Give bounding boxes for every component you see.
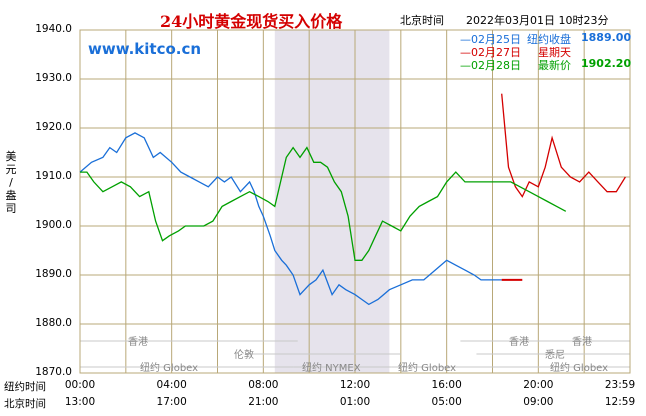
y-unit-char: 盎 [5, 189, 17, 202]
x-tick-label: 12:00 [339, 379, 371, 391]
x-tick-label: 04:00 [156, 379, 187, 391]
x-tick-label: 21:00 [248, 396, 279, 408]
series-line-3 [80, 146, 567, 261]
x-tick-label: 01:00 [339, 396, 371, 408]
x-tick-label: 17:00 [156, 396, 187, 408]
session-shading [274, 30, 390, 373]
y-unit-char: 元 [5, 163, 17, 176]
series-line-1 [79, 132, 502, 306]
y-unit-char: / [9, 176, 13, 189]
y-tick-label: 1930.0 [35, 72, 72, 84]
legend-date-3: —02月28日 [460, 59, 521, 72]
y-axis-unit: 美 元 / 盎 司 [4, 150, 18, 215]
market-label-sydney: 悉尼 [545, 350, 565, 361]
datetime-label: 2022年03月01日 10时23分 [466, 14, 609, 27]
x-tick-label: 12:59 [604, 396, 636, 408]
legend-date-1: —02月25日 [460, 33, 521, 46]
series-line-2 [501, 93, 626, 198]
legend-value-1: 1889.00 [581, 31, 632, 44]
x-tick-label: 09:00 [523, 396, 554, 408]
y-tick-label: 1900.0 [35, 219, 72, 231]
market-label-nymex: 纽约 NYMEX [302, 363, 361, 374]
x-tick-label: 08:00 [248, 379, 279, 391]
chart-title: 24小时黄金现货买入价格 [160, 12, 343, 31]
timezone-label: 北京时间 [400, 14, 444, 27]
site-watermark: www.kitco.cn [88, 40, 202, 58]
x-tick-label: 13:00 [64, 396, 96, 408]
ny-time-row-label: 纽约时间 [4, 381, 46, 393]
y-tick-label: 1880.0 [35, 317, 72, 329]
legend-label-3: 最新价 [538, 59, 571, 72]
market-label-globex-3: 纽约 Globex [550, 363, 609, 374]
market-label-hongkong-3: 香港 [572, 337, 592, 348]
x-tick-label: 20:00 [523, 379, 554, 391]
x-tick-label: 00:00 [64, 379, 96, 391]
legend-label-2: 星期天 [538, 46, 571, 59]
legend-label-1: 纽约收盘 [527, 33, 571, 46]
x-tick-label: 05:00 [431, 396, 462, 408]
market-label-hongkong-2: 香港 [509, 337, 529, 348]
bj-time-row-label: 北京时间 [4, 398, 46, 410]
market-label-globex-2: 纽约 Globex [398, 363, 457, 374]
market-label-globex-1: 纽约 Globex [140, 363, 199, 374]
market-label-london: 伦敦 [234, 350, 254, 361]
legend-value-3: 1902.20 [581, 57, 632, 70]
y-unit-char: 美 [5, 150, 17, 163]
x-tick-label: 16:00 [431, 379, 462, 391]
y-tick-label: 1940.0 [35, 23, 72, 35]
y-tick-label: 1890.0 [35, 268, 72, 280]
plot-border [79, 29, 631, 374]
y-unit-char: 司 [5, 202, 17, 215]
legend-date-2: —02月27日 [460, 46, 521, 59]
y-tick-label: 1910.0 [35, 170, 72, 182]
x-tick-label: 23:59 [604, 379, 636, 391]
y-tick-label: 1920.0 [35, 121, 72, 133]
y-tick-label: 1870.0 [35, 366, 72, 378]
market-label-hongkong: 香港 [128, 337, 148, 348]
